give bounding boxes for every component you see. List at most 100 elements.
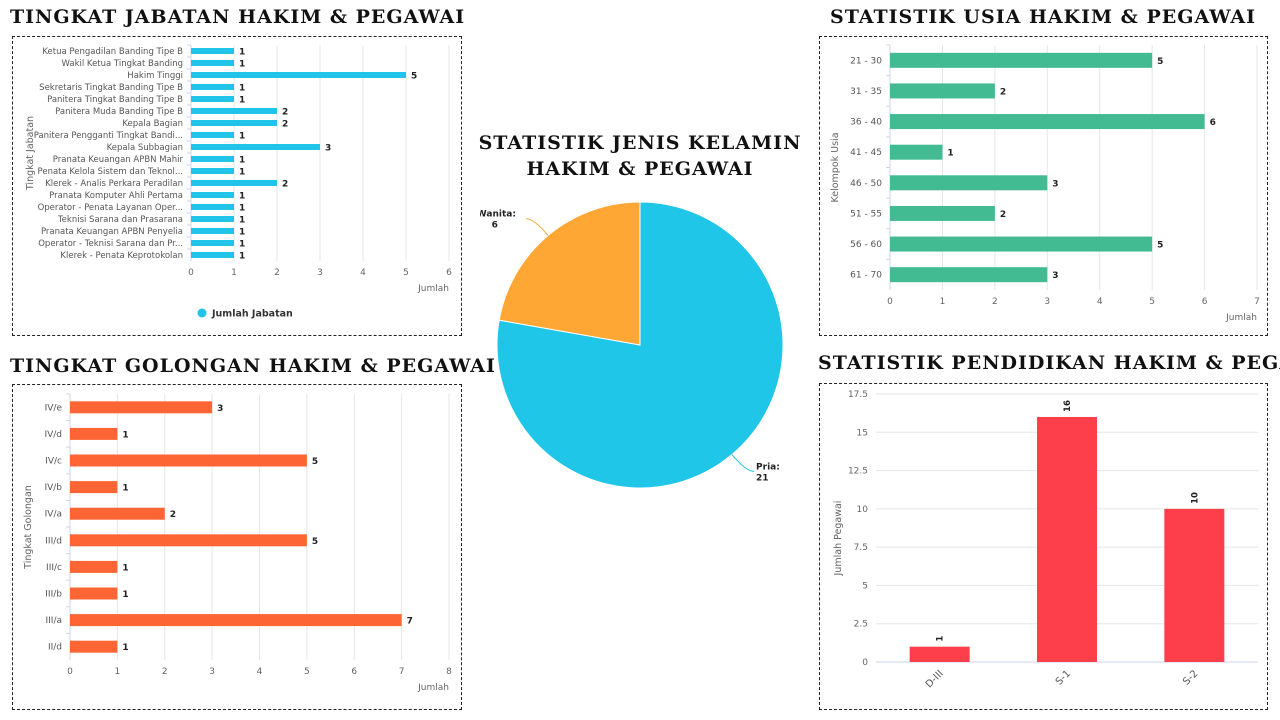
golongan-category-label: III/a (45, 616, 62, 626)
jabatan-bar (191, 120, 277, 126)
golongan-value-label: 3 (217, 404, 223, 414)
kelamin-slice-wanita (498, 201, 641, 346)
usia-bar (890, 114, 1205, 130)
pendidikan-y-tick-label: 0 (862, 658, 868, 668)
golongan-bar (70, 454, 307, 467)
jabatan-category-label: Kepala Bagian (122, 119, 183, 129)
kelamin-data-label: Wanita: (480, 210, 516, 220)
golongan-bar (70, 401, 213, 414)
jabatan-bar (191, 84, 234, 90)
pendidikan-chart-panel: 0 2.5 5 7.5 10 12.5 15 17.5 1 D-III 16 S-1 10 S-2 Juml… (819, 383, 1268, 710)
pendidikan-y-tick-label: 7.5 (854, 543, 868, 553)
golongan-x-tick-label: 2 (162, 667, 168, 677)
pendidikan-bar (1164, 508, 1225, 662)
golongan-x-tick-label: 1 (115, 667, 121, 677)
golongan-category-label: IV/b (44, 483, 62, 493)
usia-title: Statistik Usia Hakim & Pegawai (829, 6, 1256, 28)
jabatan-value-label: 1 (239, 156, 245, 166)
usia-bar (890, 267, 1048, 283)
jabatan-bar (191, 168, 234, 174)
golongan-x-tick-label: 8 (446, 667, 452, 677)
jabatan-bar (191, 108, 277, 114)
usia-value-label: 1 (947, 149, 953, 159)
pendidikan-y-tick-label: 15 (857, 428, 868, 438)
golongan-category-label: III/c (46, 563, 62, 573)
usia-bar (890, 205, 995, 221)
jabatan-bar (191, 216, 234, 222)
jabatan-category-label: Pranata Keuangan APBN Mahir (53, 155, 184, 165)
usia-category-label: 31 - 35 (850, 87, 882, 97)
golongan-title: Tingkat Golongan Hakim & Pegawai (10, 355, 496, 377)
usia-category-label: 51 - 55 (850, 209, 882, 219)
jabatan-value-label: 2 (282, 180, 288, 190)
golongan-bar (70, 507, 165, 520)
golongan-bar (70, 427, 118, 440)
pendidikan-bar (1037, 416, 1097, 662)
pendidikan-category-label: D-III (924, 668, 946, 690)
usia-value-label: 5 (1157, 241, 1163, 251)
usia-x-tick-label: 2 (992, 297, 998, 307)
golongan-value-label: 1 (122, 484, 128, 494)
jabatan-value-label: 1 (239, 216, 245, 226)
jabatan-bar (191, 72, 406, 78)
usia-bar (890, 175, 1048, 191)
golongan-bar (70, 481, 118, 494)
jabatan-x-tick-label: 5 (403, 268, 409, 278)
jabatan-bar (191, 240, 234, 246)
jabatan-category-label: Pranata Keuangan APBN Penyelia (41, 227, 183, 237)
jabatan-bar (191, 144, 320, 150)
usia-chart: 0 1 2 3 4 5 6 7 21 - 30 5 31 - 35 2 36 - 40 6 41 - 45 1… (830, 44, 1260, 323)
golongan-value-label: 2 (170, 510, 176, 520)
usia-chart-panel: 0 1 2 3 4 5 6 7 21 - 30 5 31 - 35 2 36 - 40 6 41 - 45 1… (819, 36, 1268, 336)
golongan-category-label: IV/e (45, 403, 63, 413)
jabatan-value-label: 3 (325, 144, 331, 154)
jabatan-bar (191, 48, 234, 54)
pendidikan-category-label: S-2 (1181, 668, 1200, 687)
jabatan-bar (191, 60, 234, 66)
jabatan-value-label: 1 (239, 96, 245, 106)
golongan-bar (70, 560, 118, 573)
pendidikan-y-tick-label: 2.5 (854, 620, 868, 630)
kelamin-data-label: Pria: (756, 462, 780, 472)
golongan-x-tick-label: 6 (351, 667, 357, 677)
usia-category-label: 61 - 70 (850, 271, 882, 281)
usia-category-label: 46 - 50 (850, 179, 882, 189)
pendidikan-y-tick-label: 10 (857, 505, 869, 515)
golongan-category-label: II/d (48, 643, 62, 653)
jabatan-chart-panel: 0 1 2 3 4 5 6 Ketua Pengadilan Banding Tipe B 1 W… (12, 36, 462, 336)
usia-category-label: 21 - 30 (850, 56, 882, 66)
pendidikan-value-label: 16 (1063, 400, 1073, 412)
golongan-x-axis-title: Jumlah (417, 683, 449, 693)
jabatan-category-label: Panitera Muda Banding Tipe B (55, 107, 183, 117)
jabatan-category-label: Penata Kelola Sistem dan Teknol... (38, 167, 183, 177)
jabatan-category-label: Ketua Pengadilan Banding Tipe B (42, 47, 183, 57)
golongan-value-label: 5 (312, 457, 318, 467)
jabatan-legend-label: Jumlah Jabatan (211, 309, 293, 320)
pendidikan-chart: 0 2.5 5 7.5 10 12.5 15 17.5 1 D-III 16 S-1 10 S-2 Juml… (833, 390, 1258, 690)
jabatan-value-label: 1 (239, 240, 245, 250)
jabatan-x-tick-label: 6 (446, 268, 452, 278)
golongan-bar (70, 587, 118, 600)
jabatan-bar (191, 156, 234, 162)
kelamin-title: Statistik Jenis Kelamin Hakim & Pegawai (470, 130, 810, 182)
usia-category-label: 41 - 45 (850, 148, 882, 158)
usia-x-tick-label: 6 (1202, 297, 1208, 307)
usia-value-label: 5 (1157, 57, 1163, 67)
usia-x-tick-label: 7 (1254, 297, 1260, 307)
jabatan-y-axis-title: Tingkat Jabatan (25, 116, 36, 191)
jabatan-bar (191, 252, 234, 258)
jabatan-bar (191, 228, 234, 234)
golongan-y-axis-title: Tingkat Golongan (23, 485, 34, 570)
pendidikan-y-axis-title: Jumlah Pegawai (833, 501, 844, 577)
usia-y-axis-title: Kelompok Usia (830, 132, 841, 202)
jabatan-value-label: 2 (282, 108, 288, 118)
usia-x-tick-label: 3 (1044, 297, 1050, 307)
pendidikan-y-tick-label: 5 (862, 581, 868, 591)
usia-x-tick-label: 5 (1149, 297, 1155, 307)
jabatan-x-axis-title: Jumlah (417, 284, 449, 294)
golongan-chart: 0 1 2 3 4 5 6 7 8 IV/e 3 IV/d 1 IV/c 5 IV/b 1 IV/a 2 III/d 5… (23, 393, 452, 693)
jabatan-x-tick-label: 0 (188, 268, 194, 278)
golongan-category-label: III/b (45, 590, 62, 600)
jabatan-bar (191, 96, 234, 102)
jabatan-category-label: Sekretaris Tingkat Banding Tipe B (39, 83, 183, 93)
